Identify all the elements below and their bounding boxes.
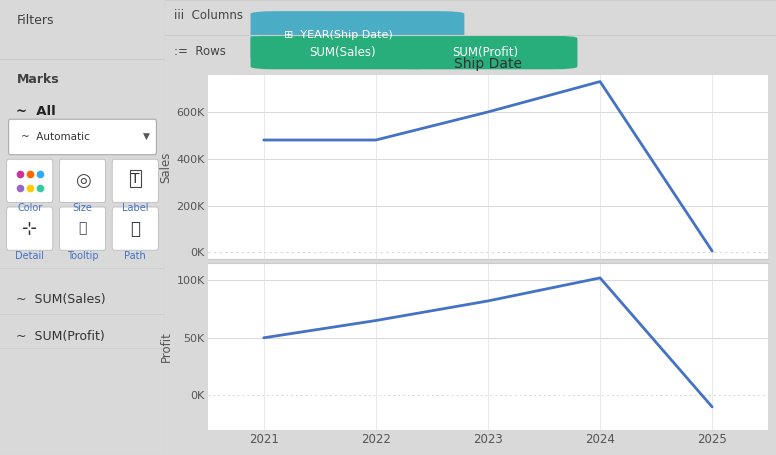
FancyBboxPatch shape bbox=[60, 159, 106, 202]
Text: 💬: 💬 bbox=[78, 222, 87, 236]
Text: Color: Color bbox=[17, 203, 43, 213]
FancyBboxPatch shape bbox=[60, 207, 106, 250]
Text: ⊹: ⊹ bbox=[23, 220, 37, 238]
Text: 〜: 〜 bbox=[130, 220, 140, 238]
Title: Ship Date: Ship Date bbox=[454, 56, 522, 71]
FancyBboxPatch shape bbox=[251, 11, 464, 60]
Text: ~  Automatic: ~ Automatic bbox=[22, 131, 90, 142]
Y-axis label: Profit: Profit bbox=[160, 331, 172, 362]
Text: :=  Rows: := Rows bbox=[174, 45, 226, 58]
FancyBboxPatch shape bbox=[7, 159, 53, 202]
Text: Filters: Filters bbox=[16, 14, 54, 27]
Text: Detail: Detail bbox=[16, 251, 44, 261]
Text: Size: Size bbox=[73, 203, 92, 213]
Text: ⊞  YEAR(Ship Date): ⊞ YEAR(Ship Date) bbox=[284, 30, 393, 40]
FancyBboxPatch shape bbox=[113, 207, 158, 250]
Text: iii  Columns: iii Columns bbox=[174, 9, 243, 22]
FancyBboxPatch shape bbox=[113, 159, 158, 202]
Text: ▼: ▼ bbox=[144, 132, 151, 141]
Text: T: T bbox=[131, 172, 140, 186]
Text: SUM(Sales): SUM(Sales) bbox=[309, 46, 376, 59]
Text: Marks: Marks bbox=[16, 73, 59, 86]
FancyBboxPatch shape bbox=[394, 35, 577, 69]
Text: Tooltip: Tooltip bbox=[67, 251, 99, 261]
FancyBboxPatch shape bbox=[251, 35, 434, 69]
Text: ~  All: ~ All bbox=[16, 105, 56, 118]
Text: ◎: ◎ bbox=[74, 172, 90, 190]
Text: ~  SUM(Profit): ~ SUM(Profit) bbox=[16, 330, 106, 343]
Y-axis label: Sales: Sales bbox=[159, 151, 172, 182]
FancyBboxPatch shape bbox=[9, 119, 157, 155]
Text: Path: Path bbox=[124, 251, 146, 261]
Text: Label: Label bbox=[122, 203, 148, 213]
Text: SUM(Profit): SUM(Profit) bbox=[452, 46, 519, 59]
Text: ~  SUM(Sales): ~ SUM(Sales) bbox=[16, 293, 106, 307]
FancyBboxPatch shape bbox=[7, 207, 53, 250]
